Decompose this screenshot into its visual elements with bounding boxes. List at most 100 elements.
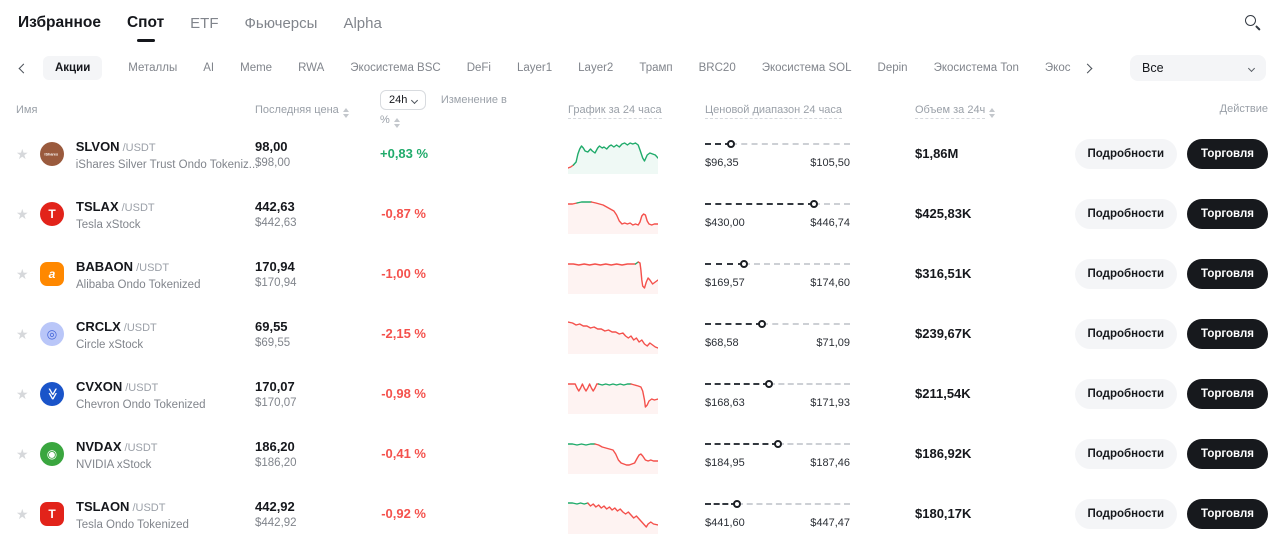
category-tab-10[interactable]: BRC20 [698,62,736,74]
range-track-right [761,323,850,325]
favorite-star-icon[interactable]: ★ [16,385,29,402]
range-high-label: $446,74 [810,217,850,229]
favorite-star-icon[interactable]: ★ [16,265,29,282]
sparkline-chart [568,314,658,354]
category-tab-0[interactable]: Акции [43,56,103,80]
coin-symbol[interactable]: NVDAX [76,438,122,454]
category-tab-5[interactable]: Экосистема BSC [350,62,441,74]
range-track-left [705,143,732,145]
details-button[interactable]: Подробности [1074,139,1178,169]
trade-button[interactable]: Торговля [1187,379,1268,409]
details-button[interactable]: Подробности [1074,439,1178,469]
details-button[interactable]: Подробности [1074,319,1178,349]
filter-dropdown[interactable]: Все [1130,55,1266,81]
category-tab-12[interactable]: Depin [877,62,908,74]
category-tab-2[interactable]: AI [203,62,215,74]
trade-button[interactable]: Торговля [1187,439,1268,469]
header-name: Имя [16,104,38,116]
table-row: ★ T TSLAON/USDT Tesla Ondo Tokenized 442… [0,484,1280,544]
header-volume[interactable]: Объем за 24ч [915,104,986,119]
coin-symbol[interactable]: TSLAON [76,498,130,514]
trade-button[interactable]: Торговля [1187,199,1268,229]
trade-button[interactable]: Торговля [1187,259,1268,289]
change-percent: -0,87 % [381,206,426,221]
sparkline-chart [568,134,658,174]
details-button[interactable]: Подробности [1074,199,1178,229]
coin-quote-pair: /USDT [121,201,155,214]
range-low-label: $441,60 [705,517,745,529]
last-price: 98,00 [255,139,288,154]
favorite-star-icon[interactable]: ★ [16,145,29,162]
sparkline-chart [568,374,658,414]
coin-symbol[interactable]: CVXON [76,378,123,394]
last-price-usd: $98,00 [255,157,291,169]
category-tab-7[interactable]: Layer1 [516,62,553,74]
coin-symbol[interactable]: SLVON [75,138,120,154]
range-track-right [777,443,850,445]
range-track-right [813,203,850,205]
last-price-usd: $170,07 [255,397,297,409]
range-track-right [744,263,850,265]
coin-full-name: Alibaba Ondo Tokenized [76,278,201,291]
sort-icon[interactable] [989,108,996,118]
sparkline-chart [568,254,658,294]
header-change[interactable]: Изменение в % [380,94,507,126]
coin-logo-glyph: a [48,267,56,281]
nav-tab-0[interactable]: Избранное [18,14,101,31]
header-last-price[interactable]: Последняя цена [255,104,339,116]
last-price-usd: $69,55 [255,337,291,349]
last-price: 442,92 [255,499,295,514]
change-percent: +0,83 % [380,146,429,161]
volume-value: $186,92K [915,446,972,461]
sort-icon[interactable] [393,118,400,128]
category-tab-13[interactable]: Экосистема Ton [933,62,1019,74]
nav-tab-4[interactable]: Alpha [343,14,382,32]
trade-button[interactable]: Торговля [1187,139,1268,169]
nav-tab-1[interactable]: Спот [126,14,165,31]
header-range[interactable]: Ценовой диапазон 24 часа [705,104,843,119]
header-chart[interactable]: График за 24 часа [568,104,662,119]
category-tab-1[interactable]: Металлы [128,62,178,74]
search-icon-handle [1255,25,1261,31]
scroll-right-icon[interactable] [1083,63,1093,73]
change-percent: -0,98 % [381,386,426,401]
category-tab-9[interactable]: Трамп [639,62,673,74]
scroll-left-icon[interactable] [18,63,29,73]
favorite-star-icon[interactable]: ★ [16,505,29,522]
favorite-star-icon[interactable]: ★ [16,325,29,342]
category-bar: Акции Металлы AI Meme RWA Экосистема BSC DeFi L… [0,46,1280,90]
favorite-star-icon[interactable]: ★ [16,205,29,222]
category-tab-6[interactable]: DeFi [466,62,491,74]
trade-button[interactable]: Торговля [1187,499,1268,529]
sort-icon[interactable] [342,108,349,118]
period-dropdown[interactable]: 24h [380,90,427,110]
search-icon[interactable] [1244,14,1262,32]
price-range-slider [705,499,850,509]
coin-symbol[interactable]: CRCLX [76,318,121,334]
nav-tab-3[interactable]: Фьючерсы [244,14,318,32]
category-tab-3[interactable]: Meme [240,62,273,74]
coin-quote-pair: /USDT [123,321,157,334]
header-action: Действие [1219,103,1268,115]
category-tab-8[interactable]: Layer2 [578,62,614,74]
favorite-star-icon[interactable]: ★ [16,445,29,462]
category-tab-11[interactable]: Экосистема SOL [761,62,852,74]
range-track-right [736,503,850,505]
range-track-left [705,203,814,205]
volume-value: $1,86M [915,146,959,161]
category-tab-4[interactable]: RWA [298,62,325,74]
nav-tab-2[interactable]: ETF [190,14,219,32]
coin-full-name: Chevron Ondo Tokenized [76,398,206,411]
coin-symbol[interactable]: BABAON [76,258,134,274]
sparkline-chart [568,494,658,534]
range-marker-icon [757,320,766,328]
range-high-label: $105,50 [810,157,850,169]
last-price-usd: $442,92 [255,517,297,529]
coin-symbol[interactable]: TSLAX [76,198,119,214]
details-button[interactable]: Подробности [1074,499,1178,529]
details-button[interactable]: Подробности [1074,379,1178,409]
details-button[interactable]: Подробности [1074,259,1178,289]
category-tab-14[interactable]: Экос [1044,62,1071,74]
change-percent: -0,41 % [381,446,426,461]
trade-button[interactable]: Торговля [1187,319,1268,349]
